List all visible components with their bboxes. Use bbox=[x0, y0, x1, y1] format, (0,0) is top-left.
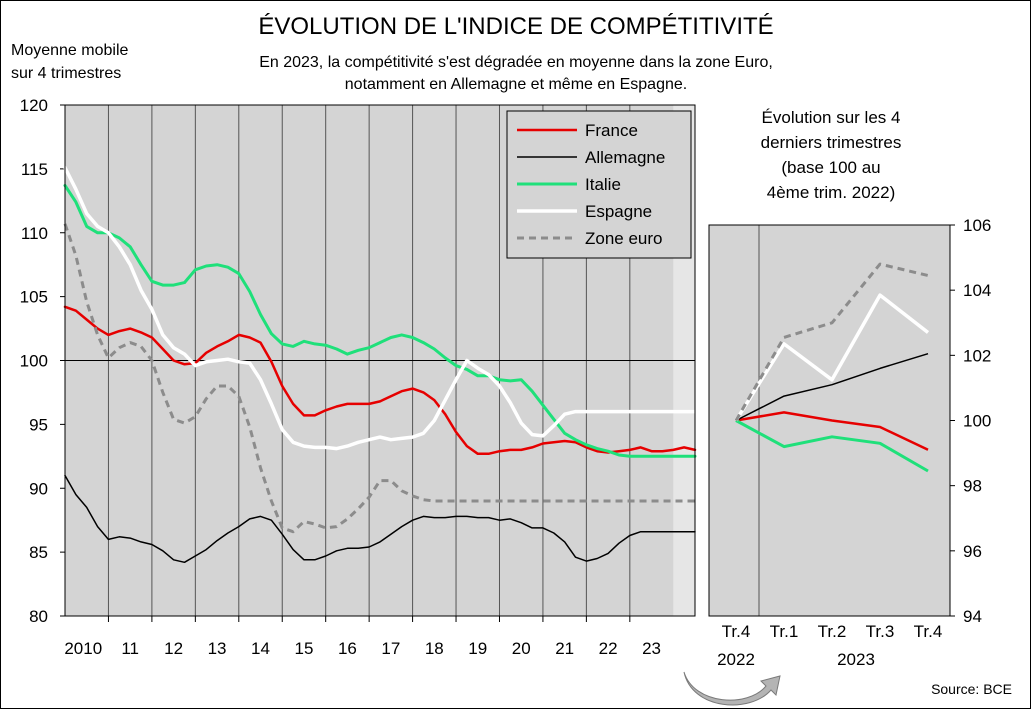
inset-plot-border bbox=[708, 224, 951, 617]
inset-year-label: 2023 bbox=[837, 650, 875, 669]
inset-x-tick-label: Tr.4 bbox=[914, 622, 943, 641]
inset-y-tick-label: 100 bbox=[963, 412, 991, 431]
legend-items: France Allemagne Italie Espagne Zone euro bbox=[517, 121, 665, 248]
y-tick-label: 90 bbox=[29, 479, 48, 498]
main-series-lines bbox=[63, 165, 697, 564]
inset-x-axis: Tr.4 Tr.1 Tr.2 Tr.3 Tr.4 2022 2023 bbox=[717, 622, 942, 669]
x-tick-label: 14 bbox=[251, 639, 270, 658]
chart-title: ÉVOLUTION DE L'INDICE DE COMPÉTITIVITÉ bbox=[258, 13, 773, 40]
curved-arrow-icon bbox=[683, 671, 781, 706]
x-tick-label: 20 bbox=[512, 639, 531, 658]
legend-label-france: France bbox=[585, 121, 638, 140]
series-line-espagne bbox=[63, 165, 697, 451]
inset-series-lines bbox=[734, 262, 930, 473]
x-tick-label: 18 bbox=[425, 639, 444, 658]
inset-x-tick-label: Tr.4 bbox=[722, 622, 751, 641]
x-tick-label: 12 bbox=[164, 639, 183, 658]
chart-legend: France Allemagne Italie Espagne Zone euro bbox=[506, 110, 692, 259]
x-tick-label: 17 bbox=[381, 639, 400, 658]
inset-y-tick-label: 106 bbox=[963, 216, 991, 235]
x-tick-label: 16 bbox=[338, 639, 357, 658]
legend-label-allemagne: Allemagne bbox=[585, 148, 665, 167]
y-tick-label: 115 bbox=[21, 160, 48, 179]
chart-subtitle-line-2: notamment en Allemagne et même en Espagn… bbox=[345, 76, 687, 93]
inset-title-line-1: Évolution sur les 4 bbox=[762, 108, 901, 127]
series-line-france bbox=[63, 305, 697, 456]
inset-x-tick-label: Tr.2 bbox=[818, 622, 847, 641]
inset-shaded-band bbox=[709, 225, 759, 616]
inset-y-tick-label: 96 bbox=[963, 542, 982, 561]
inset-y-tick-label: 104 bbox=[963, 281, 991, 300]
inset-series-line-france bbox=[735, 411, 929, 451]
y-tick-label: 100 bbox=[20, 352, 48, 371]
x-tick-label: 11 bbox=[121, 639, 139, 658]
inset-series-line-italie bbox=[735, 419, 929, 473]
y-tick-label: 120 bbox=[20, 96, 48, 115]
x-tick-label: 23 bbox=[642, 639, 661, 658]
x-tick-label: 2010 bbox=[64, 639, 102, 658]
y-tick-label: 85 bbox=[29, 543, 48, 562]
y-tick-label: 110 bbox=[21, 224, 48, 243]
source-note: Source: BCE bbox=[931, 681, 1012, 697]
legend-label-italie: Italie bbox=[585, 175, 621, 194]
series-line-allemagne bbox=[64, 474, 696, 564]
x-tick-label: 13 bbox=[208, 639, 227, 658]
inset-title-line-4: 4ème trim. 2022) bbox=[767, 183, 896, 202]
inset-y-tick-label: 102 bbox=[963, 346, 991, 365]
inset-title-line-2: derniers trimestres bbox=[761, 133, 902, 152]
inset-x-tick-label: Tr.1 bbox=[770, 622, 799, 641]
y-axis-label-line-2: sur 4 trimestres bbox=[11, 65, 121, 82]
y-tick-label: 105 bbox=[20, 288, 48, 307]
inset-title-line-3: (base 100 au bbox=[781, 158, 880, 177]
main-line-chart: 80 85 90 95 100 105 110 115 120 2010 11 12 13 14 15 16… bbox=[20, 96, 697, 658]
inset-line-chart: 94 96 98 100 102 104 106 Tr.4 Tr.1 Tr.2 Tr.3 Tr.4 2… bbox=[708, 216, 991, 669]
inset-y-tick-label: 98 bbox=[963, 477, 982, 496]
y-tick-label: 80 bbox=[29, 607, 48, 626]
chart-subtitle-line-1: En 2023, la compétitivité s'est dégradée… bbox=[259, 54, 773, 71]
main-x-axis: 2010 11 12 13 14 15 16 17 18 19 20 21 22 23 bbox=[64, 616, 661, 658]
y-tick-label: 95 bbox=[29, 415, 48, 434]
inset-series-line-zone-euro bbox=[734, 262, 929, 422]
x-tick-label: 19 bbox=[468, 639, 487, 658]
legend-label-zone-euro: Zone euro bbox=[585, 229, 663, 248]
y-axis-label-line-1: Moyenne mobile bbox=[11, 42, 129, 59]
inset-y-axis: 94 96 98 100 102 104 106 bbox=[950, 216, 991, 626]
inset-x-tick-label: Tr.3 bbox=[866, 622, 895, 641]
inset-y-tick-label: 94 bbox=[963, 607, 982, 626]
inset-series-line-espagne bbox=[734, 293, 930, 422]
x-tick-label: 15 bbox=[295, 639, 314, 658]
x-tick-label: 21 bbox=[555, 639, 574, 658]
series-line-italie bbox=[63, 184, 697, 458]
x-tick-label: 22 bbox=[599, 639, 618, 658]
legend-label-espagne: Espagne bbox=[585, 202, 652, 221]
inset-year-label: 2022 bbox=[717, 650, 755, 669]
inset-series-line-allemagne bbox=[735, 352, 929, 422]
main-plot-border bbox=[64, 104, 696, 617]
main-y-axis: 80 85 90 95 100 105 110 115 120 bbox=[20, 96, 65, 626]
